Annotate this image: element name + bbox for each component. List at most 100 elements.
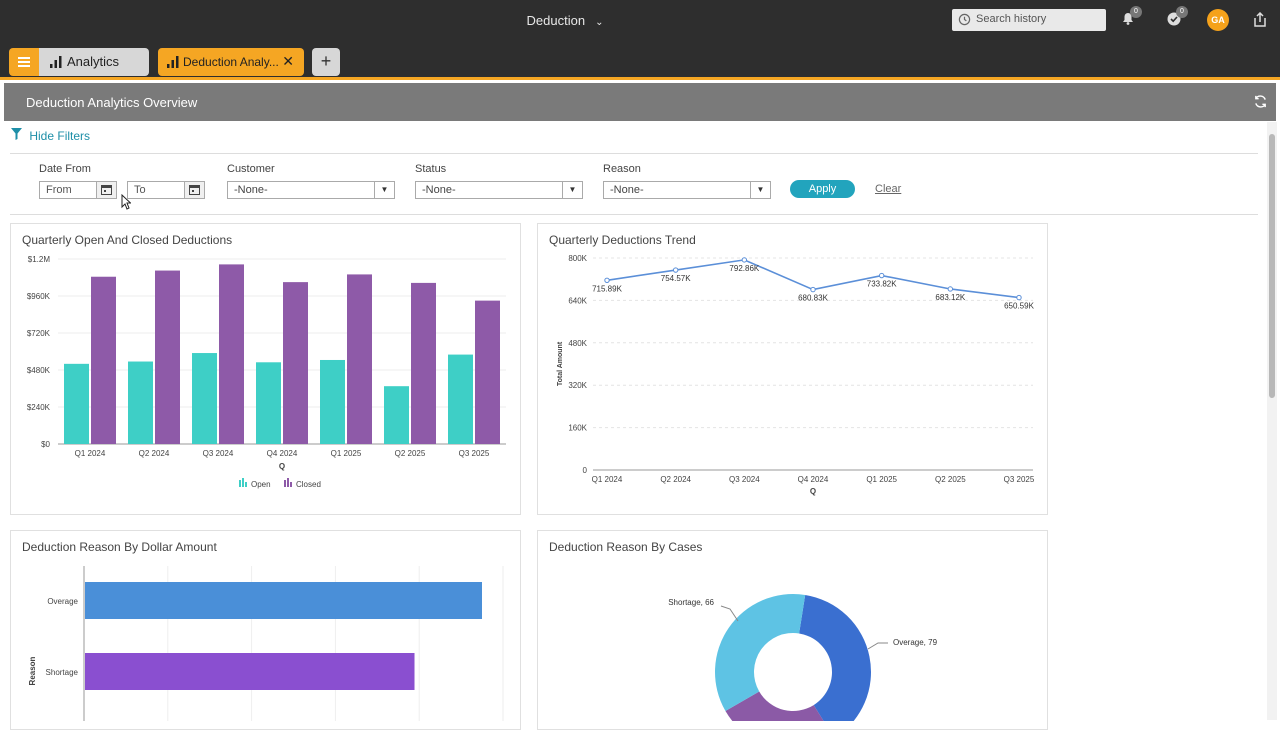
share-icon[interactable] — [1252, 12, 1268, 28]
x-tick-label: Q1 2025 — [331, 449, 362, 458]
data-point — [1016, 294, 1022, 301]
y-axis-label: Reason — [28, 656, 37, 685]
app-title: Deduction — [526, 13, 586, 28]
dropdown-arrow-icon: ▼ — [374, 182, 394, 198]
hide-filters-toggle[interactable]: Hide Filters — [11, 128, 90, 143]
data-label: 754.57K — [661, 274, 691, 283]
tab-bar: Analytics Deduction Analy... ✕ + — [0, 42, 1280, 80]
app-title-dropdown[interactable]: Deduction ⌄ — [0, 13, 1130, 28]
clear-link[interactable]: Clear — [875, 183, 902, 195]
bar-open — [192, 353, 217, 444]
y-tick-label: 800K — [568, 254, 587, 263]
page-title: Deduction Analytics Overview — [26, 95, 198, 110]
status-select[interactable]: -None- ▼ — [415, 181, 583, 199]
data-point — [672, 267, 679, 273]
legend-swatch — [290, 482, 292, 487]
y-tick-label: $480K — [27, 366, 51, 375]
customer-select[interactable]: -None- ▼ — [227, 181, 395, 199]
data-point — [741, 257, 748, 263]
open-closed-chart: $0 $240K $480K $720K $960K $1.2M Q1 2024 Q2 202… — [27, 255, 506, 489]
y-tick-label: Shortage — [46, 668, 79, 677]
calendar-button[interactable] — [185, 181, 205, 199]
y-tick-label: Overage — [47, 597, 78, 606]
card-title: Quarterly Open And Closed Deductions — [22, 233, 233, 247]
legend-label: Closed — [296, 480, 321, 489]
label-leader — [867, 642, 888, 650]
dropdown-arrow-icon: ▼ — [750, 182, 770, 198]
x-tick-label: Q4 2024 — [798, 475, 829, 484]
status-label: Status — [415, 163, 447, 175]
notifications-button[interactable]: 0 — [1120, 6, 1142, 30]
user-avatar[interactable]: GA — [1207, 9, 1229, 31]
label-leader — [720, 605, 739, 622]
data-label: 715.89K — [592, 284, 622, 293]
y-tick-label: $1.2M — [28, 255, 51, 264]
status-value: -None- — [422, 184, 456, 196]
reason-cases-card: Deduction Reason By Cases Shortage, 66 Ov… — [537, 530, 1048, 730]
tasks-badge: 0 — [1176, 6, 1188, 18]
slice-other — [725, 691, 824, 721]
top-bar: Deduction ⌄ Search history 0 0 GA — [0, 0, 1280, 42]
y-axis-label: Total Amount — [557, 341, 564, 386]
bar-closed — [411, 282, 436, 444]
tab-deduction-analytics[interactable]: Deduction Analy... ✕ — [158, 48, 304, 76]
scrollbar[interactable] — [1267, 122, 1277, 720]
bar-open — [384, 386, 409, 444]
add-tab-button[interactable]: + — [312, 48, 340, 76]
open-closed-card: Quarterly Open And Closed Deductions $0 $… — [10, 223, 521, 515]
x-tick-label: Q3 2024 — [729, 475, 760, 484]
data-point — [878, 272, 885, 279]
customer-value: -None- — [234, 184, 268, 196]
tab-deduction-analytics-label: Deduction Analy... — [183, 55, 279, 69]
slice-overage — [799, 594, 871, 721]
x-tick-label: Q3 2025 — [459, 449, 490, 458]
legend-swatch — [245, 482, 247, 487]
data-point — [604, 277, 610, 283]
x-tick-label: Q1 2025 — [866, 475, 897, 484]
bar-closed — [91, 276, 116, 444]
x-tick-label: Q4 2024 — [267, 449, 298, 458]
calendar-button[interactable] — [97, 181, 117, 199]
filter-icon — [11, 128, 22, 140]
refresh-icon[interactable] — [1253, 94, 1268, 109]
reason-cases-chart: Shortage, 66 Overage, 79 — [668, 594, 938, 721]
bar-chart-icon — [167, 56, 179, 68]
tasks-button[interactable]: 0 — [1166, 6, 1188, 30]
date-from-input[interactable]: From — [39, 181, 97, 199]
card-title: Deduction Reason By Dollar Amount — [22, 540, 217, 554]
chevron-down-icon: ⌄ — [595, 17, 604, 28]
divider — [10, 214, 1258, 215]
reason-select[interactable]: -None- ▼ — [603, 181, 771, 199]
scrollbar-thumb[interactable] — [1269, 134, 1275, 398]
data-point — [810, 286, 816, 293]
data-label: 650.59K — [1004, 302, 1034, 311]
reason-amount-chart: Overage Shortage Reason — [28, 566, 504, 721]
legend-swatch — [242, 478, 244, 487]
trend-chart: 0 160K 320K 480K 640K 800K Total Amount 715.89K… — [557, 254, 1035, 496]
x-tick-label: Q3 2025 — [1004, 475, 1035, 484]
mouse-cursor-icon — [121, 194, 131, 210]
bar-open — [448, 354, 473, 444]
x-tick-label: Q2 2025 — [935, 475, 966, 484]
x-tick-label: Q2 2024 — [660, 475, 691, 484]
close-icon[interactable]: ✕ — [282, 53, 294, 69]
x-tick-label: Q1 2024 — [75, 449, 106, 458]
menu-button[interactable] — [9, 48, 39, 76]
calendar-icon — [101, 185, 112, 195]
bar-closed — [283, 282, 308, 444]
history-icon — [958, 13, 971, 26]
legend-label: Open — [251, 480, 271, 489]
panel-header: Deduction Analytics Overview — [4, 83, 1276, 121]
slice-shortage — [715, 594, 806, 711]
bar-closed — [155, 270, 180, 444]
apply-button[interactable]: Apply — [790, 180, 855, 198]
tab-analytics[interactable]: Analytics — [39, 48, 149, 76]
divider — [10, 153, 1258, 154]
date-to-input[interactable]: To — [127, 181, 185, 199]
search-history-input[interactable]: Search history — [952, 9, 1106, 31]
slice-label: Shortage, 66 — [668, 598, 714, 607]
data-label: 733.82K — [867, 280, 897, 289]
date-from-label: Date From — [39, 163, 91, 175]
card-title: Quarterly Deductions Trend — [549, 233, 696, 247]
legend-swatch — [284, 480, 286, 487]
